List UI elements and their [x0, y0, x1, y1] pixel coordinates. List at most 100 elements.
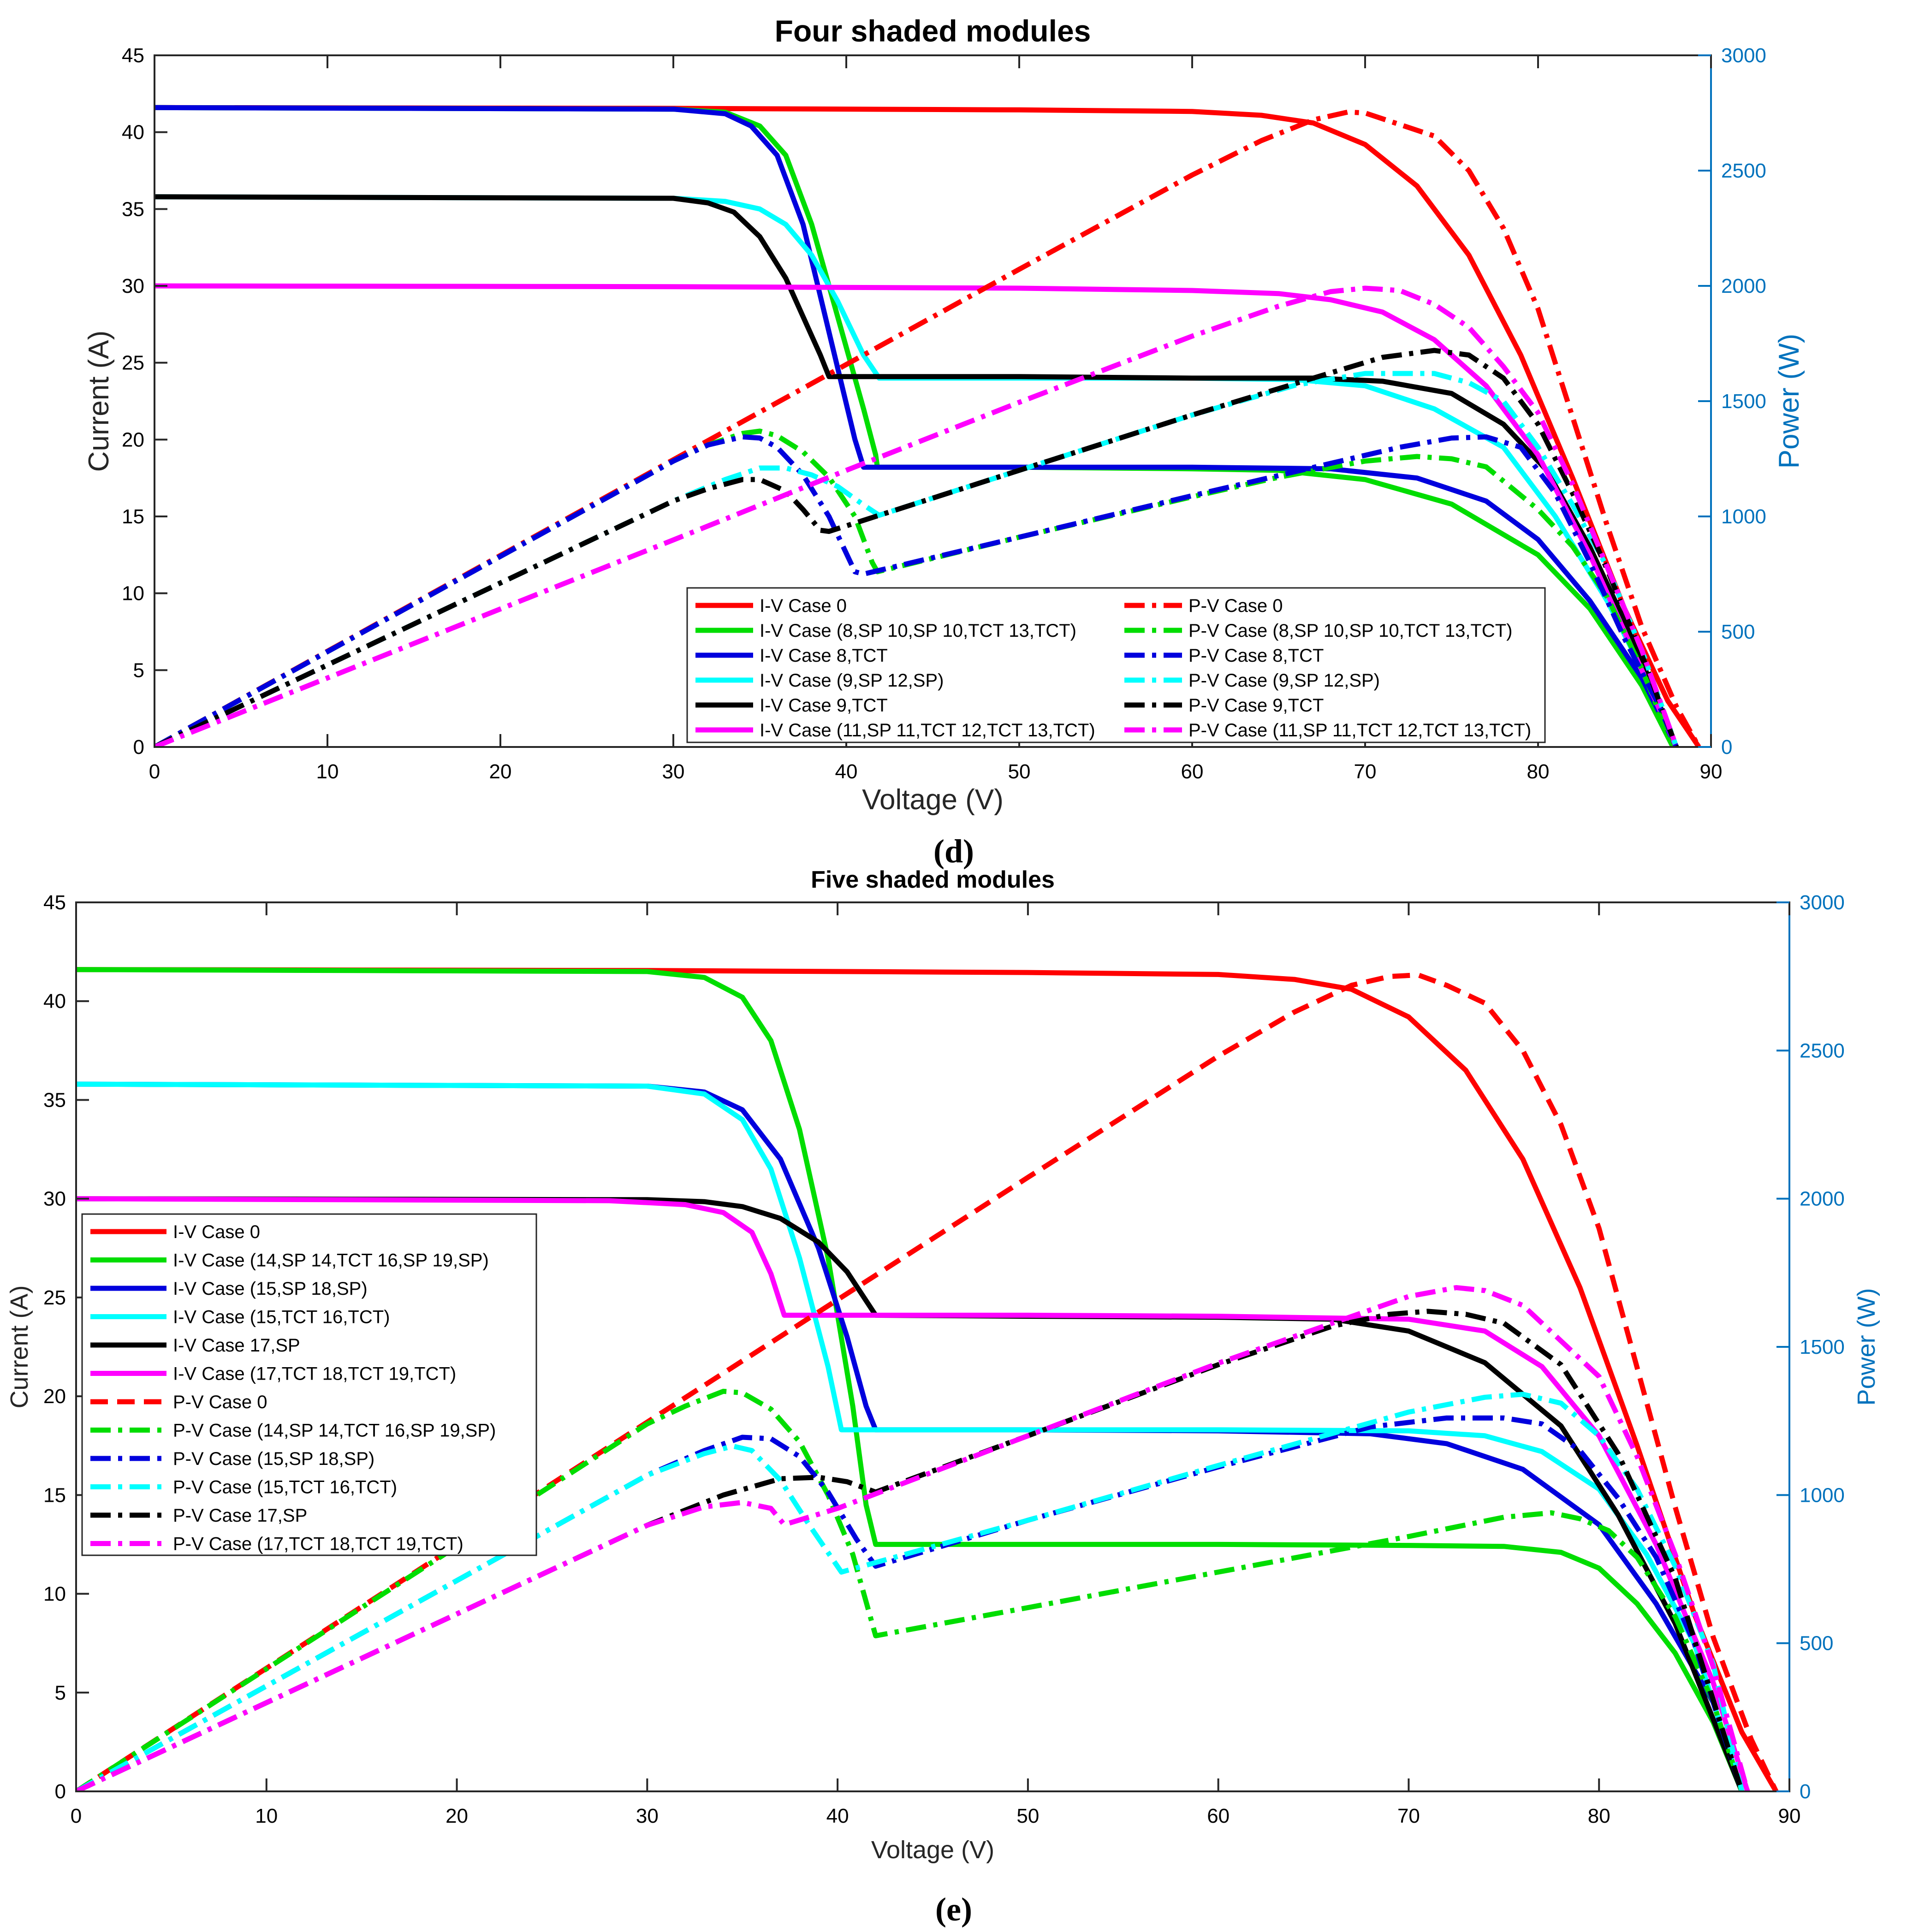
legend-entry-label: P-V Case (15,SP 18,SP): [173, 1449, 374, 1469]
series-line-5-current: [76, 1196, 1750, 1791]
y-tick-label: 20: [43, 1385, 66, 1408]
x-tick-label: 50: [1016, 1805, 1039, 1827]
legend-entry-label: I-V Case 17,SP: [173, 1335, 300, 1356]
legend-entry-label: I-V Case (9,SP 12,SP): [760, 670, 944, 691]
x-tick-label: 90: [1700, 760, 1723, 783]
x-tick-label: 0: [149, 760, 160, 783]
legend-box: [81, 1213, 537, 1556]
series-line-6-power: [154, 109, 1701, 747]
series-line-8-power: [76, 1415, 1745, 1791]
legend-entry-label: P-V Case (11,SP 11,TCT 12,TCT 13,TCT): [1188, 720, 1531, 741]
x-tick-label: 50: [1008, 760, 1031, 783]
series-group: [76, 967, 1779, 1791]
chart-title: Four shaded modules: [775, 14, 1091, 48]
series-line-6-power: [76, 972, 1779, 1791]
x-tick-label: 70: [1397, 1805, 1420, 1827]
legend-entry-label: I-V Case 0: [173, 1222, 260, 1242]
x-tick-label: 90: [1778, 1805, 1801, 1827]
series-line-11-power: [76, 1285, 1750, 1791]
y-tick-label: 40: [122, 121, 144, 144]
y-tick-label: 30: [43, 1188, 66, 1210]
legend-box: [686, 587, 1546, 743]
panel-label: (d): [933, 833, 974, 870]
y-tick-label: 10: [122, 582, 144, 605]
y-tick-label: 5: [55, 1682, 66, 1704]
legend-entry-label: I-V Case 9,TCT: [760, 695, 888, 716]
x-axis-label: Voltage (V): [862, 784, 1004, 816]
chart-title: Five shaded modules: [811, 866, 1055, 893]
y-tick-label: 20: [122, 428, 144, 451]
x-tick-label: 40: [835, 760, 858, 783]
y-tick-label: 15: [122, 505, 144, 528]
x-tick-label: 10: [316, 760, 339, 783]
y2-tick-label: 1500: [1721, 390, 1766, 413]
x-tick-label: 40: [826, 1805, 849, 1827]
legend-entry-label: P-V Case 0: [1188, 596, 1283, 616]
y-axis-label: Current (A): [83, 331, 115, 472]
legend-entry-label: I-V Case (15,SP 18,SP): [173, 1279, 368, 1299]
x-tick-label: 70: [1354, 760, 1377, 783]
x-tick-label: 20: [489, 760, 512, 783]
y2-axis-label: Power (W): [1853, 1288, 1880, 1406]
series-line-2-current: [154, 105, 1679, 747]
y-tick-label: 45: [122, 44, 144, 67]
x-tick-label: 60: [1181, 760, 1204, 783]
legend-entry-label: P-V Case (8,SP 10,SP 10,TCT 13,TCT): [1188, 621, 1513, 641]
legend-entry-label: I-V Case (11,SP 11,TCT 12,TCT 13,TCT): [760, 720, 1095, 741]
series-line-5-current: [154, 283, 1679, 747]
x-tick-label: 0: [71, 1805, 82, 1827]
legend-entry-label: I-V Case (14,SP 14,TCT 16,SP 19,SP): [173, 1250, 489, 1271]
series-line-9-power: [76, 1392, 1745, 1791]
series-line-11-power: [154, 285, 1679, 747]
y-tick-label: 0: [55, 1780, 66, 1803]
y-tick-label: 35: [122, 198, 144, 220]
legend-entry-label: P-V Case 0: [173, 1392, 267, 1412]
x-tick-label: 20: [446, 1805, 468, 1827]
x-tick-label: 60: [1207, 1805, 1230, 1827]
y2-tick-label: 2000: [1800, 1188, 1845, 1210]
y-tick-label: 25: [43, 1286, 66, 1309]
x-axis-label: Voltage (V): [871, 1836, 994, 1864]
legend-entry-label: I-V Case 8,TCT: [760, 646, 888, 666]
legend-entry-label: P-V Case (17,TCT 18,TCT 19,TCT): [173, 1534, 463, 1554]
y2-tick-label: 3000: [1800, 891, 1845, 914]
y2-tick-label: 1000: [1721, 505, 1766, 528]
y-tick-label: 10: [43, 1583, 66, 1606]
legend: I-V Case 0 I-V Case (8,SP 10,SP 10,TCT 13…: [686, 587, 1546, 743]
y-tick-label: 40: [43, 990, 66, 1013]
y-tick-label: 25: [122, 352, 144, 374]
y-tick-label: 15: [43, 1484, 66, 1506]
x-tick-label: 80: [1588, 1805, 1610, 1827]
legend-entry-label: P-V Case 8,TCT: [1188, 646, 1324, 666]
y2-tick-label: 2500: [1800, 1039, 1845, 1062]
legend-entry-label: P-V Case (9,SP 12,SP): [1188, 670, 1380, 691]
legend-entry-label: P-V Case 9,TCT: [1188, 695, 1324, 716]
y2-tick-label: 0: [1721, 736, 1732, 759]
y-tick-label: 30: [122, 275, 144, 297]
series-line-8-power: [154, 434, 1679, 747]
x-tick-label: 30: [662, 760, 685, 783]
chart-four-shaded-modules: 0 10 20 30 40 50 60 70 80 90051015202530354045050…: [83, 14, 1805, 870]
y-tick-label: 35: [43, 1089, 66, 1111]
series-line-7-power: [76, 1388, 1745, 1791]
y2-axis-label: Power (W): [1773, 334, 1805, 469]
y2-tick-label: 1000: [1800, 1484, 1845, 1506]
y2-tick-label: 500: [1721, 621, 1755, 643]
y-axis-label: Current (A): [6, 1285, 33, 1408]
y2-tick-label: 0: [1800, 1780, 1811, 1803]
x-tick-label: 30: [636, 1805, 659, 1827]
legend-entry-label: I-V Case (8,SP 10,SP 10,TCT 13,TCT): [760, 621, 1076, 641]
legend-entry-label: I-V Case (17,TCT 18,TCT 19,TCT): [173, 1364, 456, 1384]
chart-five-shaded-modules: 0 10 20 30 40 50 60 70 80 90051015202530354045050…: [6, 866, 1880, 1928]
y2-tick-label: 500: [1800, 1632, 1833, 1655]
y-tick-label: 5: [133, 659, 144, 682]
legend-entry-label: P-V Case 17,SP: [173, 1505, 307, 1526]
legend-entry-label: I-V Case 0: [760, 596, 847, 616]
x-tick-label: 80: [1527, 760, 1550, 783]
series-line-10-power: [154, 348, 1679, 747]
legend-entry-label: I-V Case (15,TCT 16,TCT): [173, 1307, 390, 1328]
y2-tick-label: 3000: [1721, 44, 1766, 67]
legend: I-V Case 0 I-V Case (14,SP 14,TCT 16,SP 1…: [81, 1213, 537, 1556]
y2-tick-label: 2000: [1721, 275, 1766, 297]
legend-entry-label: P-V Case (14,SP 14,TCT 16,SP 19,SP): [173, 1421, 496, 1441]
